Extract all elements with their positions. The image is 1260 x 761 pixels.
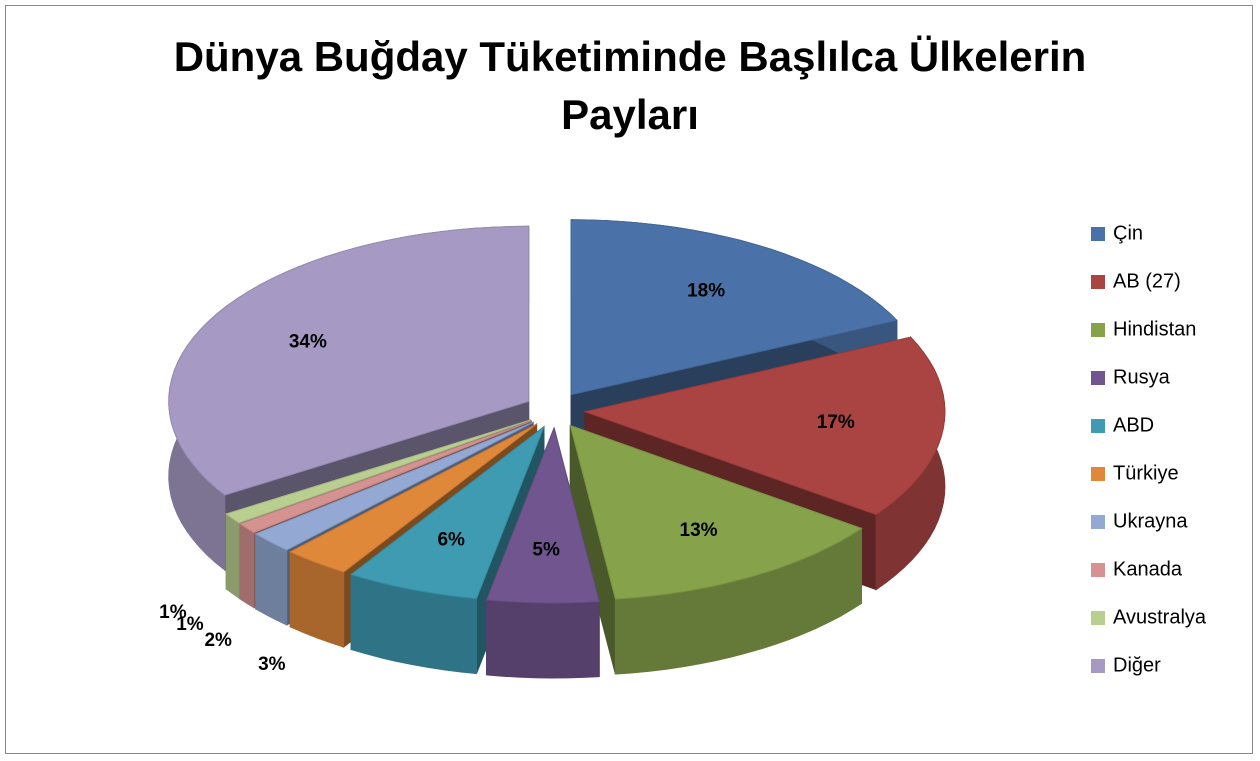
slice-side (239, 522, 255, 609)
slice (238, 420, 532, 534)
legend-label: Türkiye (1113, 462, 1179, 484)
slice (168, 225, 530, 496)
legend-label: ABD (1113, 414, 1154, 436)
legend-label: Kanada (1113, 558, 1183, 580)
data-label: 5% (532, 539, 560, 560)
slice (569, 424, 863, 600)
slice-side (225, 512, 240, 599)
legend-swatch (1091, 419, 1105, 433)
slice (254, 421, 534, 551)
legend-swatch (1091, 659, 1105, 673)
slice (570, 219, 898, 396)
slice (485, 426, 600, 604)
legend-label: Diğer (1113, 654, 1161, 676)
data-label: 13% (680, 520, 718, 541)
data-label: 17% (817, 412, 855, 433)
legend-swatch (1091, 563, 1105, 577)
slice-side (486, 599, 600, 679)
slice (350, 425, 546, 600)
legend-swatch (1091, 323, 1105, 337)
legend-swatch (1091, 467, 1105, 481)
slice (583, 336, 946, 516)
data-label: 1% (176, 614, 204, 635)
legend-swatch (1091, 515, 1105, 529)
legend-label: Rusya (1113, 366, 1171, 388)
data-label: 18% (687, 280, 725, 301)
legend-label: Hindistan (1113, 318, 1196, 340)
chart-frame (5, 5, 1253, 754)
chart-title: Dünya Buğday Tüketiminde Başlılca Ülkele… (173, 33, 1087, 138)
legend-swatch (1091, 275, 1105, 289)
slice (225, 419, 531, 524)
legend-label: AB (27) (1113, 270, 1181, 292)
data-label: 2% (204, 630, 232, 651)
data-label: 3% (258, 654, 286, 675)
data-label: 1% (159, 602, 187, 623)
legend-label: Avustralya (1113, 606, 1207, 628)
slice (289, 423, 537, 573)
legend-swatch (1091, 227, 1105, 241)
legend-swatch (1091, 611, 1105, 625)
data-label: 6% (437, 530, 465, 551)
legend-label: Çin (1113, 222, 1143, 244)
data-label: 34% (289, 331, 327, 352)
legend-swatch (1091, 371, 1105, 385)
legend-label: Ukrayna (1113, 510, 1188, 532)
